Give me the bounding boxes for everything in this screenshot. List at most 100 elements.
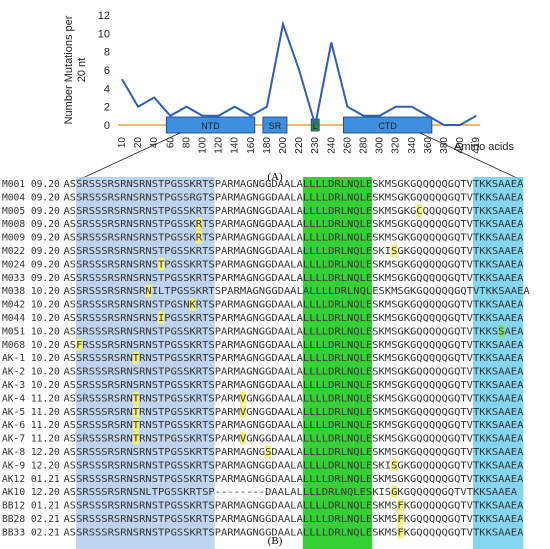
sample-id: AK-1 10.20 <box>2 353 60 364</box>
sequence: ASSRSSSRSRNSRNSTPGSSKRTSPARMAGNGGDAALALL… <box>64 179 524 190</box>
x-tick-label: 260 <box>342 137 353 154</box>
mutation-highlight <box>195 217 203 231</box>
sample-id: M008 09.20 <box>2 219 60 230</box>
mutation-highlight <box>76 338 83 351</box>
x-tick-label: 100 <box>198 137 209 154</box>
sequence: ASSRSSSRSRNSNLTPGSSKRTSP--------DAALALLL… <box>64 487 518 498</box>
x-tick-label: 360 <box>423 137 434 154</box>
y-tick-label: 6 <box>104 65 110 77</box>
panel-a-line-chart: 0 2 4 6 8 10 12 Number Mutations per 20 nt NTD SR L… <box>63 10 514 154</box>
x-tick-label: 230 <box>310 137 321 154</box>
sequence: ASSRSSSRSRNSRNSTPGSSKRTSPARMAGNGGDAALALL… <box>64 367 524 378</box>
panel-b-label: (B) <box>268 535 283 547</box>
mutation-highlight <box>132 405 140 418</box>
domain-label-l: L <box>313 121 318 131</box>
mutation-highlight <box>158 257 165 271</box>
x-tick-label-group: 60 <box>165 137 176 149</box>
x-tick-label: 300 <box>375 137 386 154</box>
sequence: ASSRSSSRSRNTRNSTPGSSKRTSPARMAGNGGDAALALL… <box>64 353 524 364</box>
sample-id: AK-8 12.20 <box>2 447 60 458</box>
x-tick-label: 220 <box>294 137 305 154</box>
mutation-highlight <box>145 284 152 298</box>
y-axis-label: Number Mutations per <box>63 15 75 124</box>
sequence: ASSRSSSRSRNSRNSTPGSSKRTSPARMAGNGGDAALALL… <box>64 206 524 217</box>
sequence: ASSRSSSRSRNSRNSTPGSSRGTSPARMAGNGGDAALALL… <box>64 192 524 203</box>
sample-id: M024 09.20 <box>2 259 60 270</box>
sequence: ASSRSSSRSRNTRNSTPGSSKRTSPARMVGNGGDAALALL… <box>64 434 524 445</box>
mutation-highlight <box>132 418 140 432</box>
mutation-highlight <box>239 405 247 418</box>
sample-id: M001 09.20 <box>2 179 60 190</box>
mutation-highlight <box>397 512 404 525</box>
mutation-highlight <box>158 311 165 324</box>
sequence: ASSRSSSRSRNSRNSTPGSSKRTSPARMAGNGGDAALALL… <box>64 514 524 525</box>
mutation-highlight <box>498 324 505 338</box>
sequence: ASSRSSSRSRNSRNSTPGSSKRTSPARMAGNGGDAALALL… <box>64 273 524 284</box>
sample-id: M068 10.20 <box>2 340 60 351</box>
y-tick-label: 10 <box>98 28 110 40</box>
x-tick-label-group: 40 <box>149 137 160 149</box>
domain-box-sr <box>262 116 288 134</box>
y-tick-label: 0 <box>104 120 110 132</box>
panel-b-alignment: M001 09.20 ASSRSSSRSRNSRNSTPGSSKRTSPARMAG… <box>2 132 530 549</box>
x-tick-label: 40 <box>149 137 160 149</box>
x-tick-label-group: 400 <box>455 137 466 154</box>
sample-id: BB33 02.21 <box>2 527 60 538</box>
domain-label-sr: SR <box>269 121 282 131</box>
zoom-line-right <box>419 132 524 182</box>
sequence: ASSRSSSRSRNSRNSTPGSSKRTSPARMAGNGGDAALALL… <box>64 527 524 538</box>
region-tc-epitope <box>302 177 373 549</box>
mutation-highlight <box>195 231 203 244</box>
y-tick-label: 2 <box>104 102 110 114</box>
region-247-ctd-254 <box>473 177 524 549</box>
sample-id: M033 09.20 <box>2 273 60 284</box>
y-tick-label: 8 <box>104 47 110 59</box>
sample-id: M022 09.20 <box>2 246 60 257</box>
x-tick-label-group: 200 <box>278 137 289 154</box>
mutation-highlight <box>189 298 196 311</box>
sample-id: M009 09.20 <box>2 233 60 244</box>
sequence: ASSRSSSRSRNTRNSTPGSSKRTSPARMVGNGGDAALALL… <box>64 407 524 418</box>
sequence: ASSRSSSRSRNSRNSTPGSSKRTSPARMAGNGGDAALALL… <box>64 219 524 230</box>
sequence: ASSRSSSRSRNSRNSTPGSSKRTSPARMAGNGGDAALALL… <box>64 380 524 391</box>
domain-label-ntd: NTD <box>201 121 220 131</box>
mutation-highlight <box>391 458 398 472</box>
y-axis-label-group: Number Mutations per 20 nt <box>63 15 88 124</box>
x-tick-label-group: 80 <box>181 137 192 149</box>
x-tick-label-group: 260 <box>342 137 353 154</box>
x-tick-label: 240 <box>326 137 337 154</box>
x-tick-label: 120 <box>214 137 225 154</box>
sequence: ASSRSSSRSRNTRNSTPGSSKRTSPARMVGNGGDAALALL… <box>64 393 524 404</box>
sample-id: BB28 02.21 <box>2 514 60 525</box>
sequence: ASSRSSSRSRNSRNSTPGSSKRTSPARMAGNGSDAALALL… <box>64 447 524 458</box>
x-tick-label-group: 230 <box>310 137 321 154</box>
sequence: ASSRSSSRSRNSRNSTPGSSKRTSPARMAGNGGDAALALL… <box>64 326 524 337</box>
region-84-sr <box>76 177 215 549</box>
x-tick-label: 160 <box>246 137 257 154</box>
sample-id: AK-9 12.20 <box>2 460 60 471</box>
mutation-highlight <box>239 391 247 405</box>
x-tick-label-group: 419 <box>471 137 482 154</box>
sample-id: AK-3 10.20 <box>2 380 60 391</box>
sample-id: BB12 01.21 <box>2 501 60 512</box>
sequence: ASSRSSSRSRNTRNSTPGSSKRTSPARMAGNGGDAALALL… <box>64 420 524 431</box>
x-tick-label: 200 <box>278 137 289 154</box>
mutation-line <box>121 20 477 126</box>
sample-id: AK-4 11.20 <box>2 393 60 404</box>
sample-id: M051 10.20 <box>2 326 60 337</box>
x-tick-label: 20 <box>133 137 144 149</box>
domain-box-ctd <box>342 116 433 134</box>
sample-id: M042 10.20 <box>2 300 60 311</box>
x-axis-label: Amino acids <box>454 141 514 153</box>
x-tick-label-group: 140 <box>230 137 241 154</box>
mutation-highlight <box>391 485 398 499</box>
mutation-highlight <box>416 204 423 217</box>
sample-id: AK-5 11.20 <box>2 407 60 418</box>
x-tick-label-group: 380 <box>439 137 450 154</box>
sequence: ASSRSSSRSRNSRNSIPGSSKRTSPARMAGNGGDAALALL… <box>64 313 524 324</box>
sequence: ASSRSSSRSRNSRNILTPGSSKRTSPARMAGNGGDAALAL… <box>64 286 530 297</box>
x-tick-label-group: 280 <box>359 137 370 154</box>
y-tick-label: 4 <box>104 83 110 95</box>
x-tick-label: 380 <box>439 137 450 154</box>
y-tick-label: 12 <box>98 10 110 22</box>
